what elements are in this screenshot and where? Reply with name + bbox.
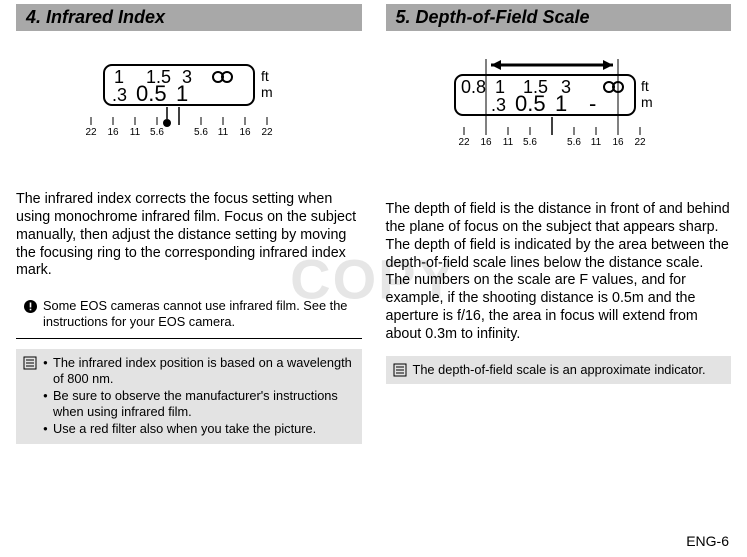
- left-heading: 4. Infrared Index: [16, 4, 362, 31]
- tip-item: Be sure to observe the manufacturer's in…: [43, 388, 356, 420]
- svg-text:5.6: 5.6: [523, 137, 537, 148]
- depth-of-field-diagram: 0.8 1 1.5 3 .3 0.5 1 - ft m 2216115.65.6…: [413, 59, 703, 159]
- note-icon: [22, 356, 38, 370]
- svg-text:22: 22: [261, 127, 273, 138]
- svg-text:11: 11: [503, 137, 514, 148]
- svg-text:ft: ft: [261, 68, 269, 84]
- svg-text:22: 22: [459, 137, 471, 148]
- warning-icon: [22, 299, 38, 314]
- svg-text:5.6: 5.6: [150, 127, 164, 138]
- tip-list: The infrared index position is based on …: [43, 355, 356, 437]
- svg-text:m: m: [261, 84, 273, 100]
- svg-text:0.5: 0.5: [136, 81, 167, 106]
- right-body-text: The depth of field is the distance in fr…: [386, 201, 732, 344]
- svg-text:-: -: [589, 91, 596, 116]
- left-column: 4. Infrared Index 1 1.5 3 .3 0.5 1 ft: [16, 4, 362, 444]
- svg-text:16: 16: [613, 137, 625, 148]
- svg-text:22: 22: [635, 137, 647, 148]
- left-warning-note: Some EOS cameras cannot use infrared fil…: [16, 292, 362, 339]
- infrared-index-diagram: 1 1.5 3 .3 0.5 1 ft m: [54, 59, 324, 149]
- svg-text:22: 22: [85, 127, 97, 138]
- warning-text: Some EOS cameras cannot use infrared fil…: [43, 298, 356, 330]
- svg-text:1: 1: [495, 77, 505, 97]
- right-tip-text: The depth-of-field scale is an approxima…: [413, 362, 706, 378]
- svg-text:1: 1: [555, 91, 567, 116]
- svg-text:5.6: 5.6: [567, 137, 581, 148]
- svg-text:.3: .3: [112, 85, 127, 105]
- right-diagram: 0.8 1 1.5 3 .3 0.5 1 - ft m 2216115.65.6…: [386, 59, 732, 159]
- tip-item: The infrared index position is based on …: [43, 355, 356, 387]
- right-tip-note: The depth-of-field scale is an approxima…: [386, 356, 732, 384]
- svg-text:11: 11: [591, 137, 602, 148]
- svg-text:11: 11: [130, 127, 141, 138]
- note-icon: [392, 363, 408, 377]
- left-body-text: The infrared index corrects the focus se…: [16, 191, 362, 280]
- svg-text:.3: .3: [491, 95, 506, 115]
- svg-text:ft: ft: [641, 78, 649, 94]
- svg-text:1: 1: [176, 81, 188, 106]
- svg-text:16: 16: [481, 137, 493, 148]
- left-diagram: 1 1.5 3 .3 0.5 1 ft m: [16, 59, 362, 149]
- svg-text:0.8: 0.8: [461, 77, 486, 97]
- svg-text:16: 16: [107, 127, 119, 138]
- page-number: ENG-6: [686, 533, 729, 549]
- svg-text:m: m: [641, 94, 653, 110]
- svg-text:16: 16: [239, 127, 251, 138]
- svg-text:5.6: 5.6: [194, 127, 208, 138]
- right-heading: 5. Depth-of-Field Scale: [386, 4, 732, 31]
- svg-text:1: 1: [114, 67, 124, 87]
- left-tip-note: The infrared index position is based on …: [16, 349, 362, 444]
- tip-item: Use a red filter also when you take the …: [43, 421, 356, 437]
- svg-text:0.5: 0.5: [515, 91, 546, 116]
- svg-text:11: 11: [218, 127, 229, 138]
- right-column: 5. Depth-of-Field Scale 0.8 1 1.5 3: [386, 4, 732, 444]
